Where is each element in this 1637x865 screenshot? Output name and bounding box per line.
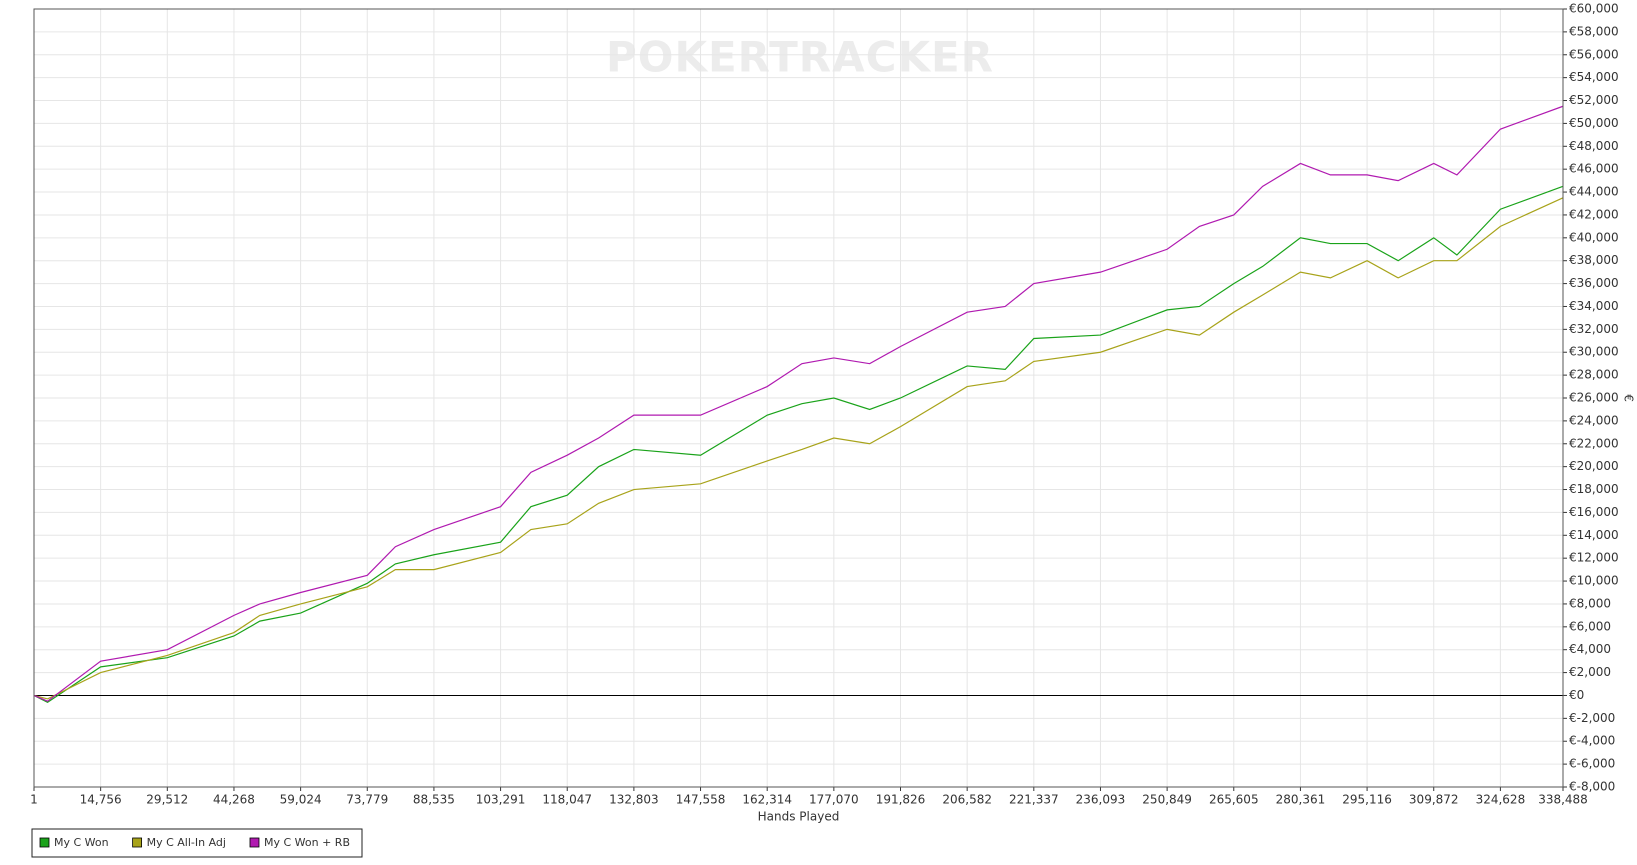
x-tick-label: 88,535 bbox=[413, 793, 455, 807]
y-tick-label: €14,000 bbox=[1569, 528, 1619, 542]
x-tick-label: 29,512 bbox=[146, 793, 188, 807]
series-line bbox=[33, 185, 1564, 704]
y-tick-label: €36,000 bbox=[1569, 276, 1619, 290]
y-tick-label: €32,000 bbox=[1569, 322, 1619, 336]
y-tick-label: €-4,000 bbox=[1569, 734, 1615, 748]
x-tick-label: 206,582 bbox=[942, 793, 992, 807]
x-tick-label: 162,314 bbox=[742, 793, 792, 807]
x-tick-label: 221,337 bbox=[1009, 793, 1059, 807]
y-tick-label: €22,000 bbox=[1569, 436, 1619, 450]
x-tick-label: 265,605 bbox=[1209, 793, 1259, 807]
legend-label: My C All-In Adj bbox=[147, 836, 226, 849]
series-line bbox=[33, 197, 1564, 700]
plot-border bbox=[33, 8, 1564, 788]
y-tick-label: €24,000 bbox=[1569, 413, 1619, 427]
x-tick-label: 147,558 bbox=[676, 793, 726, 807]
y-tick-label: €20,000 bbox=[1569, 459, 1619, 473]
y-tick-label: €52,000 bbox=[1569, 93, 1619, 107]
watermark: POKERTRACKER bbox=[606, 33, 994, 82]
x-tick-label: 1 bbox=[30, 793, 38, 807]
legend-label: My C Won bbox=[54, 836, 109, 849]
y-tick-label: €-8,000 bbox=[1569, 780, 1615, 794]
x-axis-title: Hands Played bbox=[758, 810, 840, 824]
y-tick-label: €-6,000 bbox=[1569, 757, 1615, 771]
legend: My C Won My C All-In Adj My C Won + RB bbox=[31, 828, 363, 858]
x-tick-label: 191,826 bbox=[876, 793, 926, 807]
y-tick-label: €50,000 bbox=[1569, 116, 1619, 130]
series-line bbox=[33, 105, 1564, 702]
y-tick-label: €48,000 bbox=[1569, 139, 1619, 153]
y-tick-label: €34,000 bbox=[1569, 299, 1619, 313]
y-tick-label: €18,000 bbox=[1569, 482, 1619, 496]
legend-swatch bbox=[39, 837, 50, 848]
y-tick-label: €38,000 bbox=[1569, 253, 1619, 267]
y-tick-label: €30,000 bbox=[1569, 345, 1619, 359]
y-tick-label: €46,000 bbox=[1569, 162, 1619, 176]
x-tick-label: 103,291 bbox=[476, 793, 526, 807]
y-tick-label: €58,000 bbox=[1569, 24, 1619, 38]
y-tick-label: €0 bbox=[1569, 688, 1584, 702]
x-tick-label: 295,116 bbox=[1342, 793, 1392, 807]
y-tick-label: €60,000 bbox=[1569, 2, 1619, 16]
legend-box bbox=[31, 828, 363, 858]
legend-swatch bbox=[132, 837, 143, 848]
x-tick-label: 250,849 bbox=[1142, 793, 1192, 807]
y-tick-label: €44,000 bbox=[1569, 185, 1619, 199]
y-tick-label: €6,000 bbox=[1569, 619, 1611, 633]
y-tick-label: €26,000 bbox=[1569, 391, 1619, 405]
y-tick-label: €8,000 bbox=[1569, 596, 1611, 610]
x-tick-label: 309,872 bbox=[1409, 793, 1459, 807]
x-tick-label: 280,361 bbox=[1276, 793, 1326, 807]
y-tick-label: €40,000 bbox=[1569, 230, 1619, 244]
y-tick-label: €12,000 bbox=[1569, 551, 1619, 565]
x-tick-label: 338,488 bbox=[1538, 793, 1588, 807]
y-tick-label: €10,000 bbox=[1569, 574, 1619, 588]
y-tick-label: €54,000 bbox=[1569, 70, 1619, 84]
x-tick-label: 44,268 bbox=[213, 793, 255, 807]
y-tick-label: €56,000 bbox=[1569, 47, 1619, 61]
y-axis-title: € bbox=[1622, 394, 1636, 402]
legend-swatch bbox=[249, 837, 260, 848]
legend-label: My C Won + RB bbox=[264, 836, 350, 849]
y-tick-label: €42,000 bbox=[1569, 207, 1619, 221]
y-tick-label: €-2,000 bbox=[1569, 711, 1615, 725]
y-tick-label: €4,000 bbox=[1569, 642, 1611, 656]
x-tick-label: 14,756 bbox=[80, 793, 122, 807]
y-tick-label: €28,000 bbox=[1569, 368, 1619, 382]
x-tick-label: 177,070 bbox=[809, 793, 859, 807]
x-tick-label: 236,093 bbox=[1076, 793, 1126, 807]
x-tick-label: 324,628 bbox=[1476, 793, 1526, 807]
x-tick-label: 73,779 bbox=[346, 793, 388, 807]
y-tick-label: €16,000 bbox=[1569, 505, 1619, 519]
x-tick-label: 132,803 bbox=[609, 793, 659, 807]
x-tick-label: 118,047 bbox=[542, 793, 592, 807]
y-tick-label: €2,000 bbox=[1569, 665, 1611, 679]
x-tick-label: 59,024 bbox=[280, 793, 322, 807]
